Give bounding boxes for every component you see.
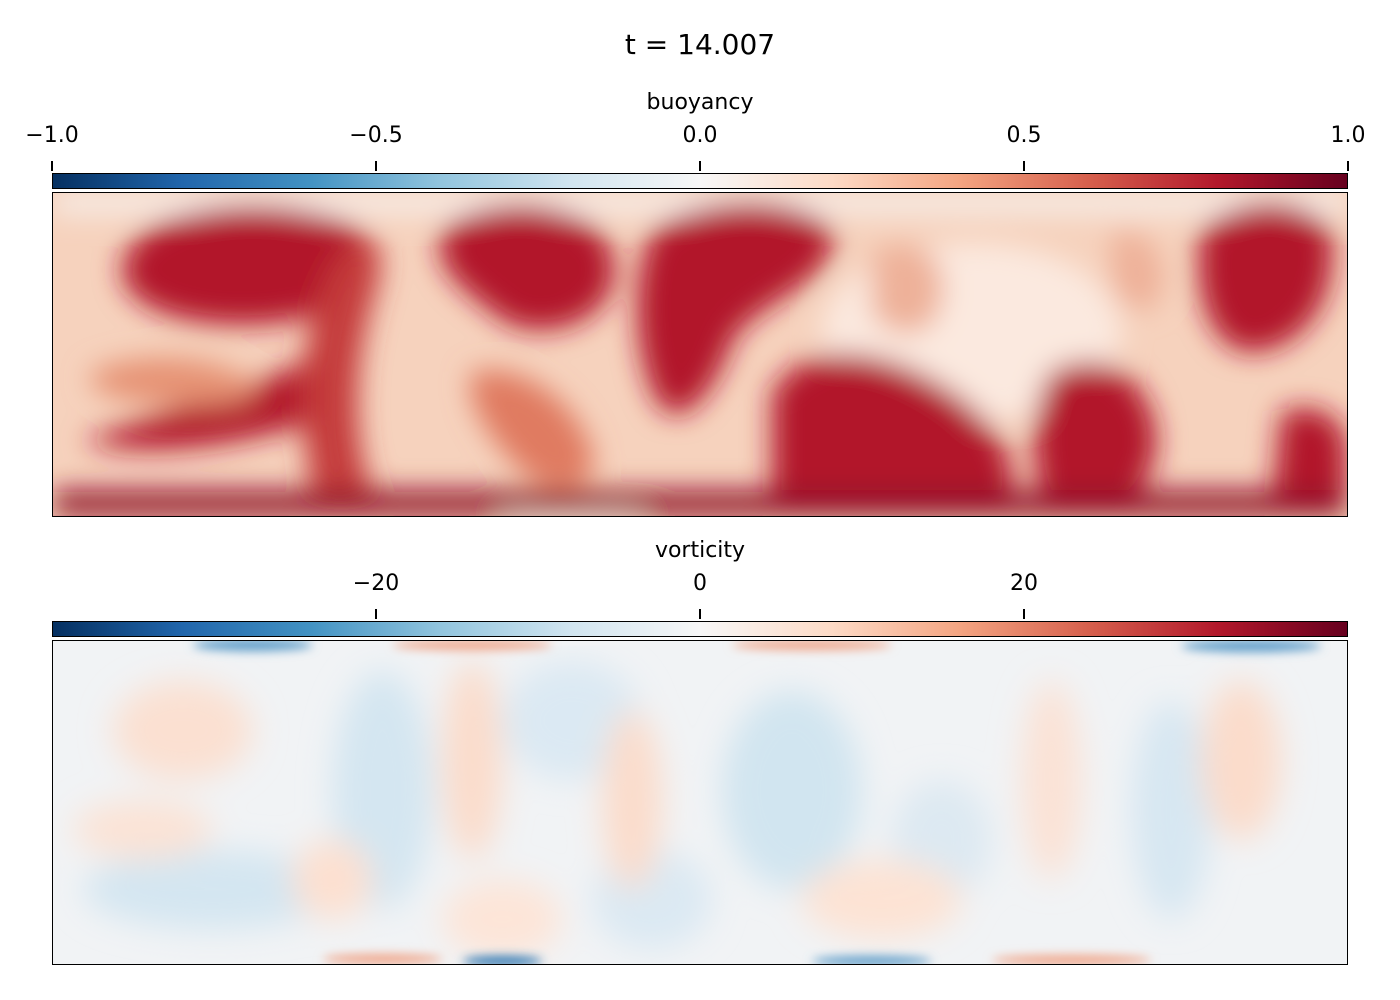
vorticity-field <box>52 640 1348 965</box>
vorticity-colorbar-label: vorticity <box>654 538 746 563</box>
buoyancy-tick-mark <box>51 161 53 171</box>
buoyancy-tick-label: −1.0 <box>25 123 79 148</box>
figure-title: t = 14.007 <box>624 28 776 61</box>
buoyancy-colorbar-label: buoyancy <box>646 90 754 115</box>
vorticity-colorbar <box>52 621 1348 637</box>
buoyancy-tick-label: −0.5 <box>349 123 403 148</box>
buoyancy-field <box>52 192 1348 517</box>
buoyancy-tick-label: 0.5 <box>1006 123 1042 148</box>
vorticity-tick-label: 0 <box>693 571 707 596</box>
buoyancy-colorbar <box>52 173 1348 189</box>
vorticity-tick-label: 20 <box>1010 571 1038 596</box>
buoyancy-tick-mark <box>1023 161 1025 171</box>
buoyancy-tick-label: 0.0 <box>682 123 718 148</box>
vorticity-tick-mark <box>1023 609 1025 619</box>
vorticity-tick-label: −20 <box>352 571 400 596</box>
vorticity-tick-mark <box>699 609 701 619</box>
buoyancy-tick-mark <box>699 161 701 171</box>
buoyancy-tick-mark <box>375 161 377 171</box>
buoyancy-tick-label: 1.0 <box>1330 123 1366 148</box>
buoyancy-tick-mark <box>1347 161 1349 171</box>
vorticity-tick-mark <box>375 609 377 619</box>
